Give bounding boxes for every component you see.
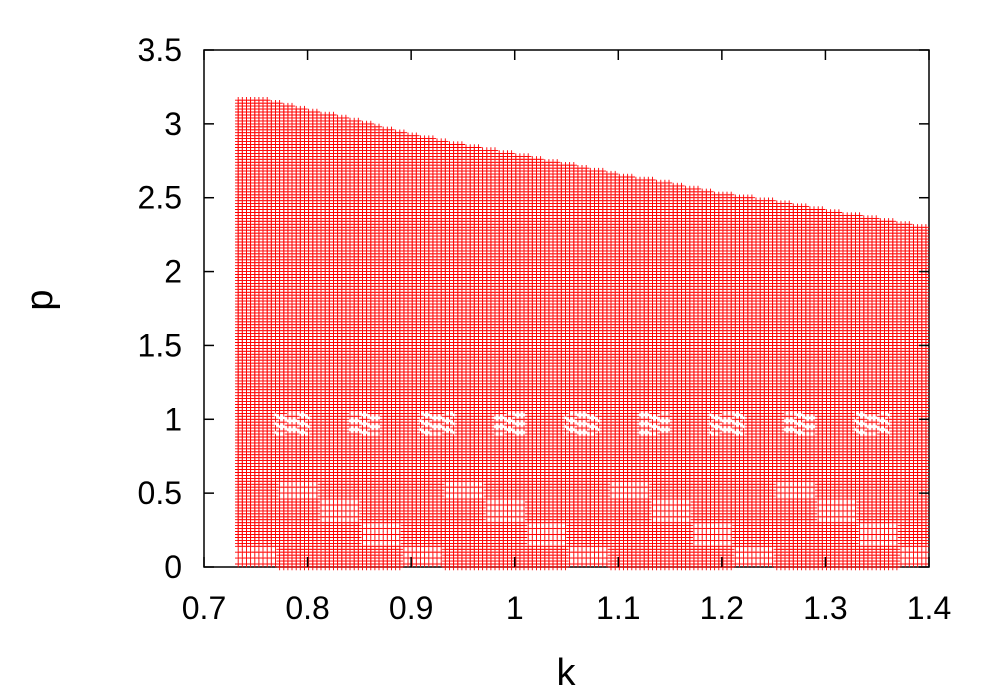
data-point bbox=[368, 121, 374, 127]
data-point bbox=[343, 115, 349, 121]
data-point bbox=[281, 419, 287, 425]
data-point bbox=[363, 425, 369, 431]
data-point bbox=[293, 431, 299, 437]
data-point bbox=[276, 100, 282, 106]
data-point bbox=[289, 103, 295, 109]
data-point bbox=[301, 425, 307, 431]
data-point bbox=[314, 109, 320, 115]
data-point bbox=[272, 416, 278, 422]
data-point bbox=[355, 431, 361, 437]
data-point bbox=[293, 413, 299, 419]
data-point bbox=[293, 422, 299, 428]
data-point bbox=[264, 97, 270, 103]
data-point bbox=[301, 106, 307, 112]
data-point bbox=[355, 118, 361, 124]
data-point bbox=[281, 428, 287, 434]
data-point bbox=[355, 422, 361, 428]
data-point bbox=[355, 413, 361, 419]
data-point bbox=[301, 416, 307, 422]
data-point bbox=[330, 112, 336, 118]
data-marks bbox=[235, 97, 929, 570]
data-point bbox=[363, 416, 369, 422]
data-point bbox=[272, 425, 278, 431]
